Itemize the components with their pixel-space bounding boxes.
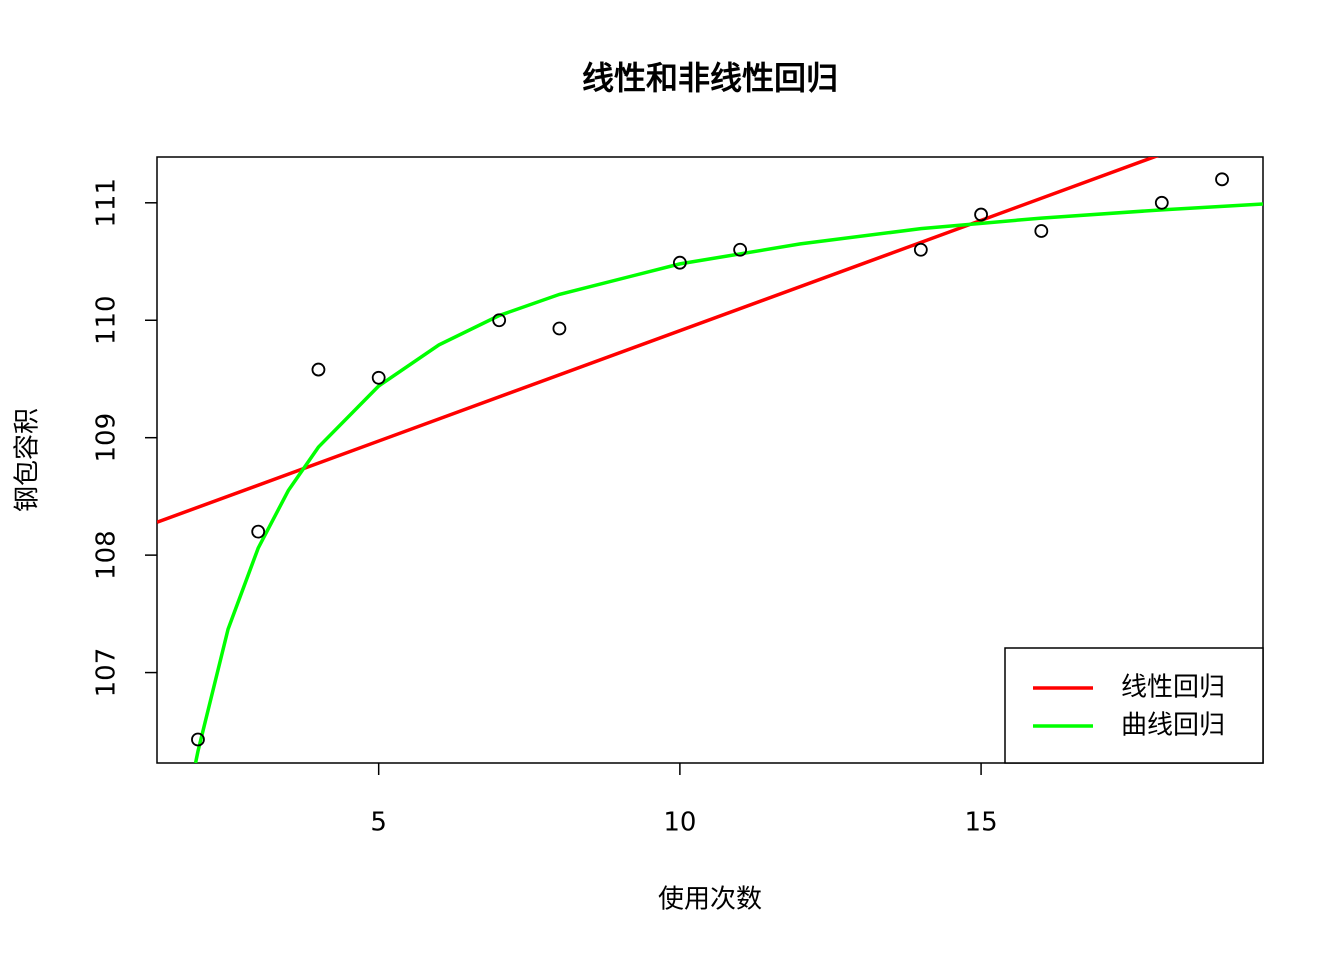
plot-area (157, 157, 1263, 763)
legend-label: 线性回归 (1121, 673, 1225, 703)
plot-frame (156, 156, 1264, 764)
data-point (251, 524, 266, 539)
x-tick-label: 15 (965, 808, 998, 838)
y-tick-label: 108 (92, 530, 122, 580)
data-point (492, 313, 507, 328)
data-point (1034, 224, 1049, 238)
y-tick-label: 111 (92, 178, 122, 228)
data-point (974, 207, 988, 222)
data-point (311, 362, 326, 377)
regression-line (193, 202, 1263, 763)
data-point (371, 370, 386, 385)
data-point (1215, 172, 1229, 187)
data-point (672, 255, 687, 270)
chart-title: 线性和非线性回归 (582, 59, 838, 97)
data-point (552, 321, 567, 336)
y-tick-label: 110 (92, 295, 122, 345)
x-tick-label: 10 (663, 808, 696, 838)
x-axis-label: 使用次数 (658, 885, 762, 915)
data-point (1154, 195, 1169, 210)
regression-line (157, 157, 1160, 524)
data-point (733, 242, 748, 257)
data-point (191, 732, 205, 747)
data-point (913, 242, 928, 257)
y-axis-label: 钢包容积 (13, 408, 43, 512)
x-tick-label: 5 (370, 808, 387, 838)
y-tick-label: 109 (92, 413, 122, 463)
legend-box (1004, 647, 1264, 764)
y-tick-label: 107 (92, 648, 122, 698)
legend-label: 曲线回归 (1121, 711, 1225, 741)
